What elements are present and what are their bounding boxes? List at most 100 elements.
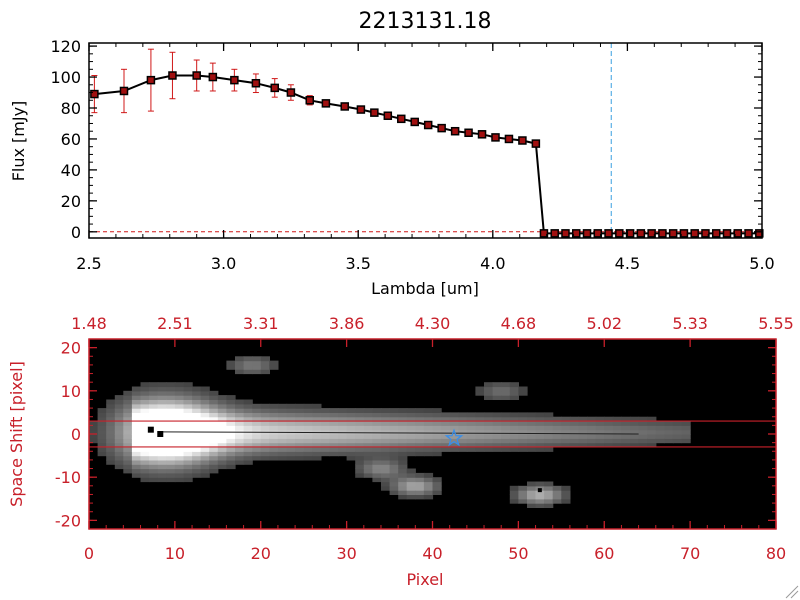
image-pixel (441, 429, 451, 435)
image-pixel (432, 477, 442, 483)
image-pixel (200, 395, 210, 400)
image-pixel (174, 395, 185, 400)
image-pixel (174, 472, 185, 478)
image-pixel (149, 399, 159, 405)
image-pixel (466, 429, 477, 435)
image-pixel (432, 447, 442, 452)
image-pixel (140, 434, 150, 439)
image-pixel (561, 416, 571, 422)
image-pixel (484, 425, 494, 431)
image-pixel (449, 434, 459, 439)
image-pixel (286, 434, 296, 439)
image-pixel (200, 386, 210, 392)
image-pixel (363, 429, 373, 435)
image-pixel (484, 429, 494, 435)
image-pixel (106, 442, 116, 448)
image-pixel (149, 434, 159, 439)
image-pixel (612, 416, 622, 422)
data-point (561, 229, 570, 238)
image-pixel (561, 425, 571, 431)
image-pixel (295, 416, 305, 422)
image-pixel (149, 412, 159, 418)
image-pixel (183, 412, 193, 418)
data-point (518, 136, 527, 145)
image-pixel (312, 447, 322, 452)
image-pixel (329, 412, 339, 418)
trace-start-marker (157, 431, 164, 437)
image-pixel (269, 416, 279, 422)
image-pixel (647, 421, 657, 426)
resize-grip-icon[interactable] (785, 585, 799, 599)
data-point (397, 114, 406, 124)
image-pixel (320, 447, 331, 452)
image-pixel (157, 421, 167, 426)
image-pixel (389, 412, 399, 418)
image-pixel (235, 434, 245, 439)
image-pixel (192, 438, 202, 444)
image-pixel (604, 416, 614, 422)
image-pixel (200, 390, 210, 396)
image-pixel (252, 421, 262, 426)
image-pixel (183, 421, 193, 426)
image-pixel (621, 429, 631, 435)
image-pixel (346, 438, 356, 444)
image-pixel (183, 425, 193, 431)
image-pixel (509, 416, 519, 422)
image-pixel (672, 429, 683, 435)
image-pixel (269, 412, 279, 418)
image-pixel (217, 425, 227, 431)
image-pixel (432, 485, 442, 491)
image-pixel (372, 464, 382, 470)
image-pixel (106, 412, 116, 418)
image-pixel (518, 442, 528, 448)
image-pixel (664, 438, 674, 444)
image-pixel (260, 447, 270, 452)
image-pixel (166, 442, 176, 448)
image-pixel (509, 447, 519, 452)
image-pixel (535, 490, 545, 495)
data-point (251, 78, 261, 88)
image-pixel (372, 447, 382, 452)
image-pixel (346, 455, 356, 461)
image-pixel (423, 442, 434, 448)
image-pixel (372, 412, 382, 418)
image-pixel (303, 403, 313, 409)
image-pixel (389, 447, 399, 452)
image-pixel (372, 425, 382, 431)
image-pixel (458, 438, 468, 444)
data-point (604, 229, 613, 238)
image-pixel (209, 442, 219, 448)
image-pixel (621, 438, 631, 444)
image-pixel (492, 425, 502, 431)
image-pixel (552, 421, 562, 426)
image-pixel (312, 403, 322, 409)
image-pixel (131, 390, 142, 396)
image-pixel (638, 421, 648, 426)
image-pixel (192, 412, 202, 418)
image-pixel (114, 408, 124, 413)
image-pixel (432, 412, 442, 418)
image-pixel (209, 425, 219, 431)
image-pixel (166, 421, 176, 426)
image-pixel (123, 421, 133, 426)
image-pixel (243, 455, 253, 461)
image-pixel (381, 451, 391, 457)
image-pixel (535, 498, 545, 504)
image-pixel (174, 390, 185, 396)
image-pixel (260, 434, 270, 439)
image-pixel (406, 408, 416, 413)
image-pixel (149, 472, 159, 478)
image-pixel (398, 494, 408, 500)
image-pixel (475, 412, 485, 418)
image-pixel (106, 421, 116, 426)
image-pixel (200, 451, 210, 457)
image-pixel (492, 382, 502, 388)
image-pixel (355, 447, 365, 452)
image-pixel (277, 408, 288, 413)
image-pixel (200, 399, 210, 405)
image-pixel (157, 399, 167, 405)
image-pixel (260, 421, 270, 426)
image-pixel (114, 429, 124, 435)
image-pixel (561, 442, 571, 448)
data-point (270, 83, 279, 93)
